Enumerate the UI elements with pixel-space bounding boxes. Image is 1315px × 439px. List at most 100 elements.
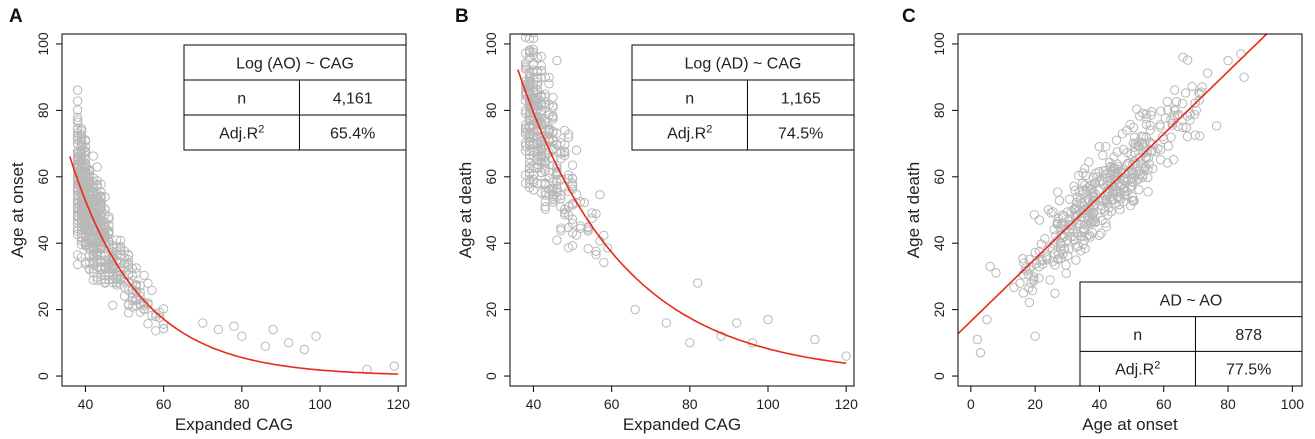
data-point (536, 150, 546, 161)
y-tick-label: 80 (35, 102, 51, 118)
data-point (1202, 68, 1213, 78)
data-point (1187, 81, 1197, 92)
stats-row-value: 878 (1235, 327, 1262, 344)
data-point (96, 265, 106, 275)
data-point (529, 34, 538, 38)
data-point (76, 150, 87, 160)
data-point (630, 304, 640, 315)
data-point (1050, 288, 1060, 298)
data-point (268, 324, 278, 335)
data-point (1194, 95, 1204, 105)
data-point (139, 304, 149, 315)
data-point (536, 90, 546, 101)
data-point (80, 172, 91, 182)
data-point (1119, 173, 1129, 184)
data-point (1100, 206, 1110, 216)
data-point (548, 114, 558, 124)
data-point (76, 136, 87, 146)
data-point (139, 270, 149, 280)
data-point (1143, 172, 1153, 183)
data-point (521, 15, 529, 23)
data-point (552, 161, 562, 171)
data-point (1085, 181, 1096, 191)
data-point (1045, 275, 1055, 285)
x-tick-label: 0 (967, 396, 975, 412)
data-point (80, 240, 91, 250)
data-point (127, 293, 138, 303)
data-point (1054, 195, 1065, 206)
y-tick-label: 100 (931, 32, 947, 56)
data-point (1190, 130, 1200, 140)
data-point (1109, 189, 1119, 199)
data-point (567, 173, 578, 183)
data-point (88, 249, 99, 259)
data-point (985, 261, 995, 272)
data-point (567, 241, 578, 251)
data-point (1084, 157, 1094, 167)
data-point (1075, 194, 1086, 204)
data-point (567, 181, 578, 191)
data-point (1087, 197, 1098, 207)
stats-row-label: n (1133, 327, 1142, 344)
data-point (1150, 147, 1160, 157)
data-point (532, 162, 543, 173)
data-point (1100, 141, 1111, 152)
data-point (1197, 82, 1207, 92)
data-point (1160, 113, 1170, 123)
data-point (1180, 88, 1191, 98)
y-tick-label: 20 (931, 302, 947, 318)
x-tick-label: 120 (835, 396, 859, 412)
data-point (556, 225, 566, 236)
y-tick-label: 100 (35, 32, 51, 56)
data-point (88, 256, 99, 267)
data-point (540, 97, 550, 108)
data-point (528, 161, 539, 171)
data-point (1120, 186, 1130, 196)
data-point (1023, 269, 1034, 280)
data-point (1127, 182, 1137, 192)
data-point (1101, 194, 1111, 205)
data-point (1125, 201, 1136, 211)
y-tick-label: 0 (483, 372, 499, 380)
data-point (1048, 256, 1058, 267)
data-point (88, 233, 99, 243)
data-point (540, 202, 550, 212)
data-point (595, 190, 605, 200)
stats-row-label: Adj.R2 (1115, 360, 1160, 379)
data-point (88, 227, 99, 237)
data-point (1195, 89, 1205, 99)
data-point (1194, 88, 1204, 98)
data-point (1178, 52, 1188, 62)
data-point (591, 250, 601, 260)
panel-c: C 0 20 40 60 80 100 0 20 40 60 80 100 Age at onset Age… (902, 6, 1304, 434)
data-point (1056, 230, 1067, 241)
data-point (548, 111, 558, 121)
x-tick-label: 60 (156, 396, 172, 412)
panel-letter: B (455, 6, 469, 27)
data-point (96, 191, 106, 201)
data-point (524, 129, 535, 139)
data-point (591, 246, 601, 257)
data-point (92, 275, 102, 285)
data-point (544, 72, 554, 83)
plot-frame (61, 33, 407, 387)
data-point (521, 34, 530, 36)
data-point (108, 300, 118, 310)
data-point (1061, 224, 1071, 234)
data-point (76, 124, 87, 134)
data-point (571, 145, 582, 155)
data-point (1064, 215, 1074, 225)
panel-letter: A (9, 6, 23, 27)
data-point (84, 257, 95, 268)
data-point (587, 208, 597, 218)
data-point (521, 21, 529, 29)
data-point (1048, 244, 1058, 254)
data-point (1239, 72, 1249, 82)
data-point (583, 244, 593, 254)
data-point (1128, 122, 1139, 133)
data-point (1127, 195, 1137, 206)
data-point (692, 278, 703, 288)
data-point (1171, 97, 1182, 107)
data-point (524, 168, 535, 178)
data-point (1077, 185, 1087, 195)
